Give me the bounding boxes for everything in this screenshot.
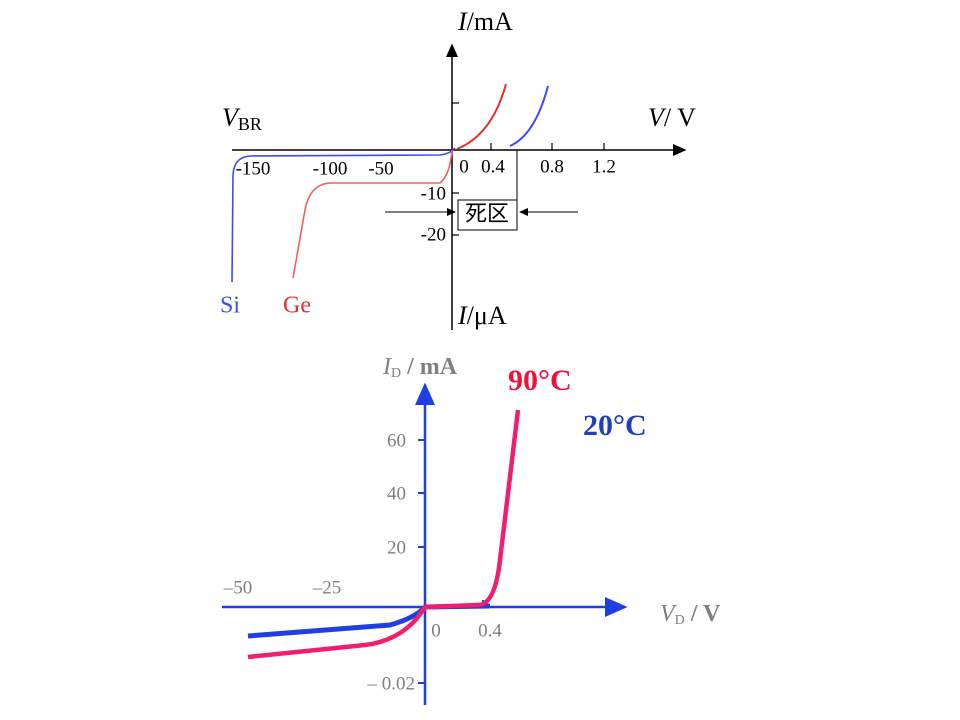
curve-20c xyxy=(247,603,491,639)
vbr-label: VBR xyxy=(222,103,262,134)
y-tick-label: – 0.02 xyxy=(367,673,416,694)
x-label: V/ V xyxy=(648,103,696,132)
y-tick-label: -20 xyxy=(421,224,446,245)
x-tick-label: –25 xyxy=(312,577,342,598)
ge-label: Ge xyxy=(283,293,311,319)
y-tick-label: -10 xyxy=(421,183,446,204)
curve-90c xyxy=(247,409,521,660)
bottom-plot: ID / mA VD / V 90°C 20°C 60 40 20 – 0.02 –… xyxy=(222,354,721,705)
ticks xyxy=(418,439,484,684)
ge-reverse-curve xyxy=(292,149,453,279)
y-tick-label: 60 xyxy=(387,430,406,451)
y-label: ID / mA xyxy=(382,354,458,382)
legend-90c: 90°C xyxy=(508,364,572,397)
si-label: Si xyxy=(220,293,240,319)
x-tick-label: 1.2 xyxy=(592,156,616,177)
x-tick-label: 0 xyxy=(459,156,469,177)
y-tick-label: 20 xyxy=(387,537,406,558)
x-tick-label: -50 xyxy=(368,158,393,179)
si-forward-curve xyxy=(509,85,549,147)
y-lower-label: I/μA xyxy=(457,301,507,330)
x-tick-label: –50 xyxy=(223,577,253,598)
x-tick-label: 0.8 xyxy=(540,156,564,177)
legend-20c: 20°C xyxy=(583,409,647,442)
x-tick-label: 0.4 xyxy=(478,620,502,641)
x-label: VD / V xyxy=(660,601,721,629)
x-tick-label: -100 xyxy=(313,158,348,179)
top-plot: I/mA V/ V VBR I/μA -150 -100 -50 0 0.4 0… xyxy=(220,7,696,330)
dead-zone-box xyxy=(457,199,518,231)
ge-forward-curve xyxy=(456,83,507,150)
y-tick-label: 40 xyxy=(387,483,406,504)
x-tick-label: -150 xyxy=(236,158,271,179)
x-tick-label: 0.4 xyxy=(481,156,505,177)
dead-zone-label: 死区 xyxy=(465,201,509,226)
x-tick-label: 0 xyxy=(431,620,441,641)
y-label: I/mA xyxy=(457,7,513,36)
ticks xyxy=(452,102,605,236)
